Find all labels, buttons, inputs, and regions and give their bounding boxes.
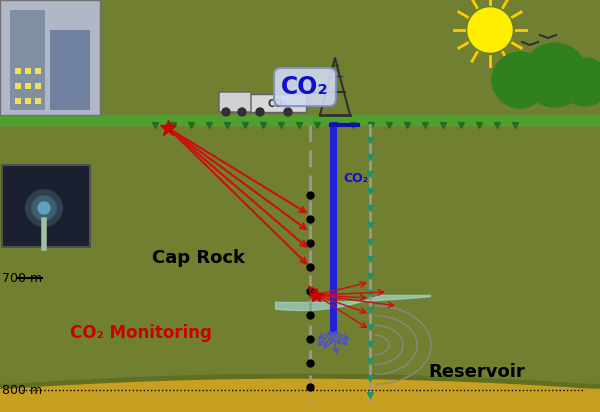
Bar [517,80,523,100]
Circle shape [492,52,548,108]
Bar [2,165,90,247]
Text: CO₂: CO₂ [267,99,287,109]
Circle shape [38,202,50,214]
Text: 800 m: 800 m [2,384,42,396]
Bar [15,98,21,104]
Circle shape [222,108,230,116]
Bar [582,82,588,102]
Bar [0,0,100,115]
Bar [35,83,41,89]
Circle shape [256,108,264,116]
Circle shape [32,196,56,220]
Bar [0,0,600,115]
Circle shape [284,108,292,116]
Circle shape [561,58,600,106]
Circle shape [38,202,50,214]
Bar [10,10,45,110]
Bar [25,83,31,89]
Text: Reservoir: Reservoir [428,363,525,381]
Circle shape [26,190,62,226]
Text: Cap Rock: Cap Rock [152,249,245,267]
Circle shape [468,8,512,52]
Bar [35,68,41,74]
Circle shape [523,43,587,107]
Circle shape [26,190,62,226]
Text: CO₂ Monitoring: CO₂ Monitoring [70,324,212,342]
Text: CO₂: CO₂ [343,171,368,185]
FancyBboxPatch shape [219,92,251,112]
Bar [25,68,31,74]
Circle shape [32,196,56,220]
Bar [248,94,306,112]
Text: CO₂: CO₂ [281,75,329,99]
Bar [15,83,21,89]
Bar [25,98,31,104]
Text: 700 m: 700 m [2,272,42,285]
Bar [35,98,41,104]
Bar [15,68,21,74]
Bar [50,30,90,110]
Bar [552,75,558,95]
Circle shape [238,108,246,116]
